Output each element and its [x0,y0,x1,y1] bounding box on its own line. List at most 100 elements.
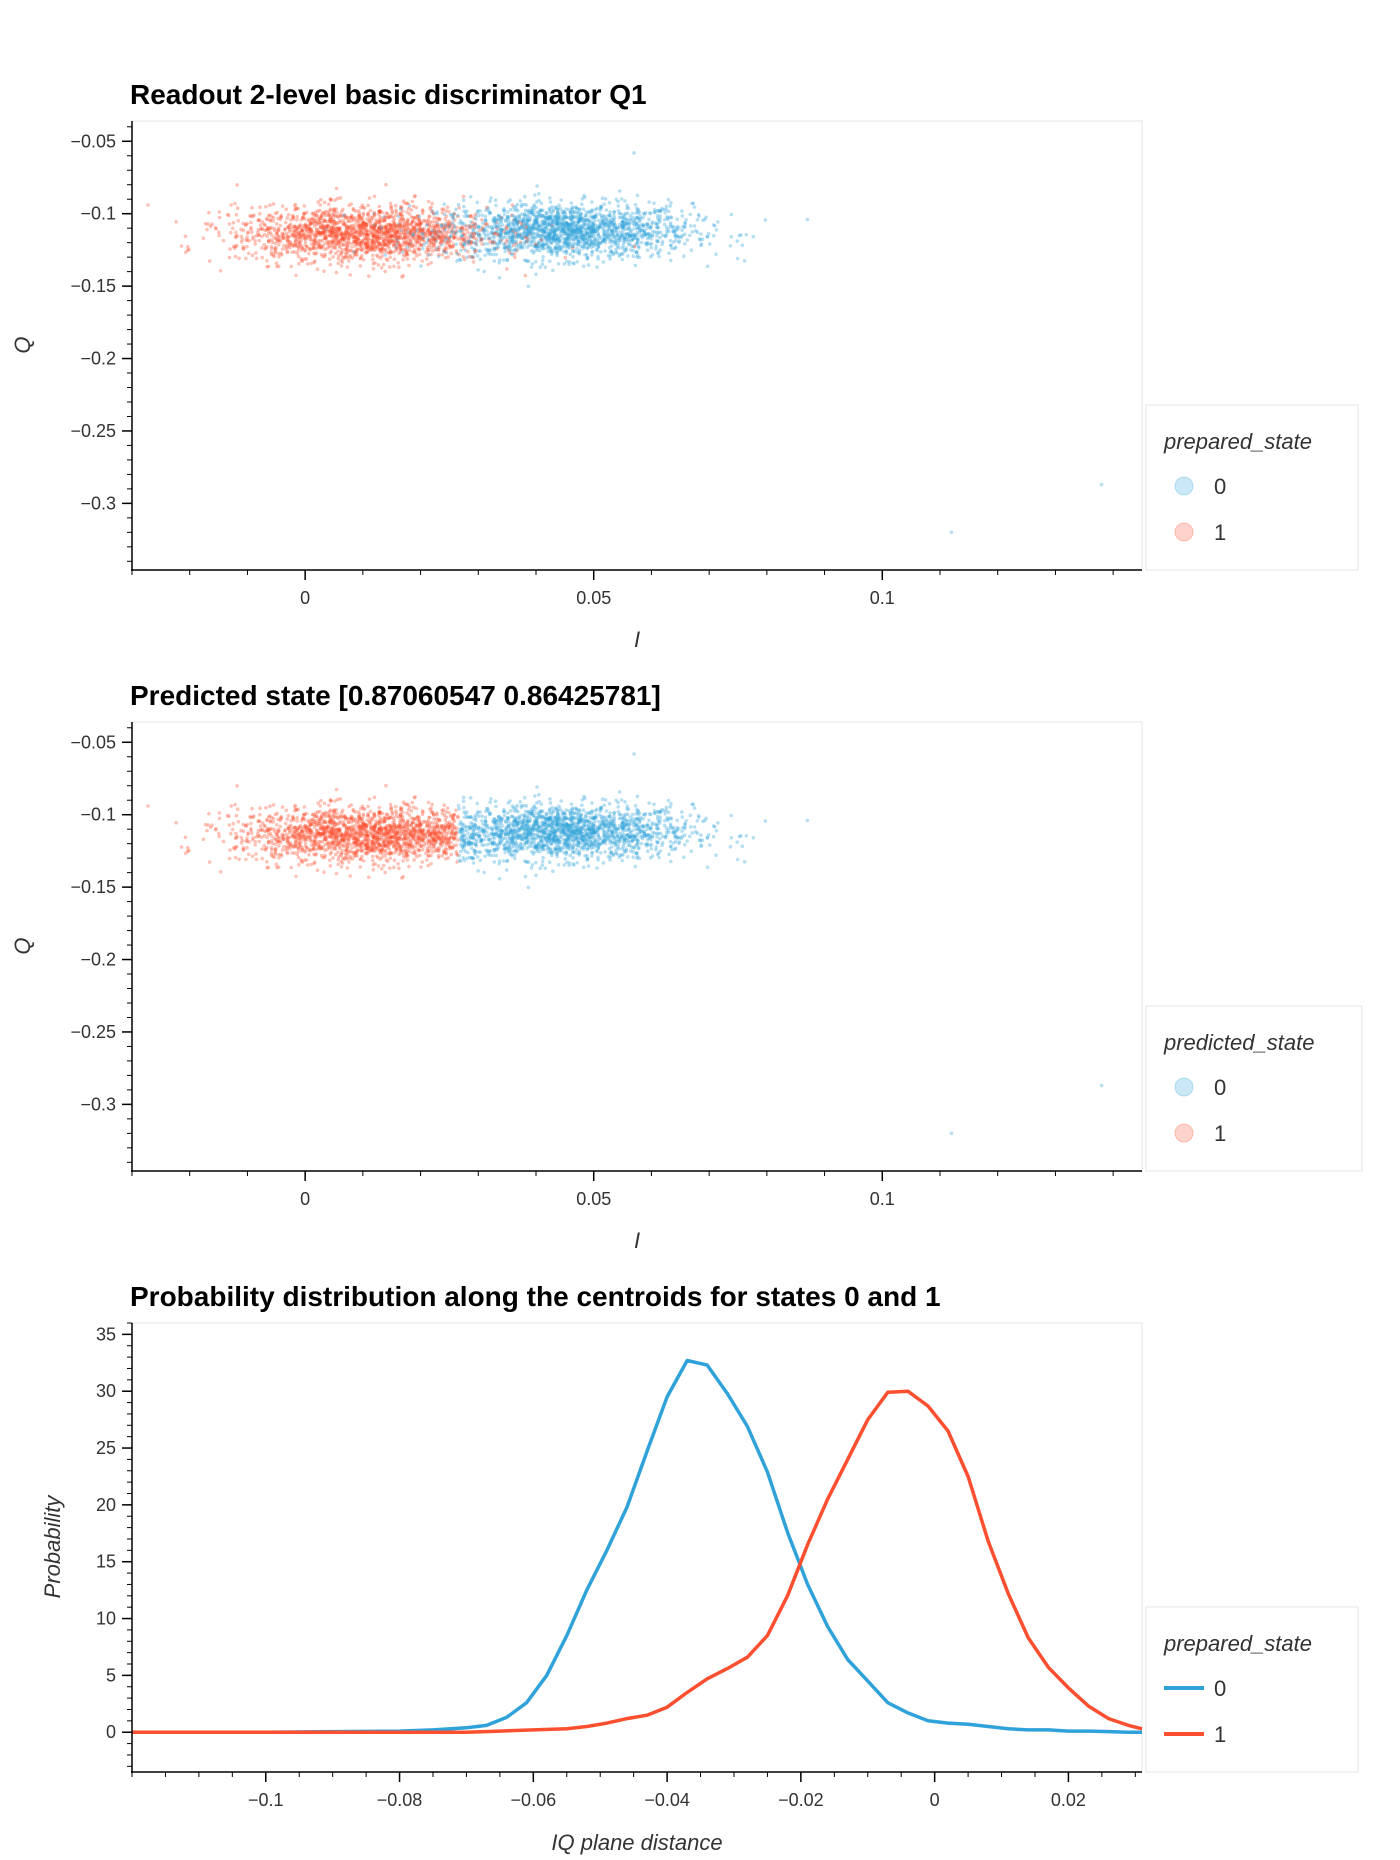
scatter-point [524,258,528,263]
scatter-point [426,262,431,267]
y-axis-label: Q [10,336,35,353]
legend-label-1: 1 [1214,520,1226,545]
scatter-point [388,265,392,269]
scatter-point [626,231,630,236]
scatter-point [280,247,285,251]
scatter-point [548,215,552,219]
scatter-point [695,218,700,222]
scatter-point [577,248,582,252]
legend: prepared_state 0 1 [1145,404,1359,571]
scatter-point [286,212,291,217]
scatter-point [333,799,337,803]
scatter-point [534,210,539,215]
scatter-point [487,210,492,214]
scatter-point [405,257,410,261]
scatter-point [497,241,502,246]
scatter-point [315,240,319,245]
scatter-point [624,248,629,252]
scatter-point [327,212,331,216]
scatter-point [347,860,351,864]
scatter-point [494,842,499,846]
scatter-point [744,834,749,838]
plot-area[interactable] [131,120,1143,571]
scatter-point [474,243,479,247]
scatter-point [320,238,325,243]
scatter-point [530,262,535,266]
scatter-point [524,219,529,224]
scatter-point [704,215,708,220]
scatter-point [578,226,583,230]
scatter-point [277,238,281,243]
scatter-point [458,221,462,225]
scatter-point [711,834,716,839]
scatter-point [587,209,592,214]
scatter-point [347,248,352,253]
scatter-point [278,223,283,228]
scatter-point [541,254,545,259]
scatter-point [340,237,345,241]
scatter-point [417,221,422,226]
scatter-point [336,862,341,867]
scatter-point [383,243,388,247]
scatter-point [545,241,549,245]
scatter-point [577,219,581,223]
scatter-point [515,220,520,224]
scatter-point [295,251,300,256]
scatter-point [518,227,522,231]
scatter-point [474,230,479,235]
scatter-point [363,241,368,246]
scatter-point [655,222,660,226]
scatter-point [668,204,672,208]
scatter-point [448,245,453,250]
scatter-point [417,227,422,231]
scatter-point [547,215,552,219]
scatter-point [632,151,636,155]
scatter-point [554,246,558,250]
scatter-point [561,222,566,227]
scatter-point [428,231,433,235]
scatter-point [398,219,402,223]
scatter-point [308,847,312,852]
scatter-point [201,236,206,240]
scatter-point [435,223,440,227]
scatter-point [398,232,403,237]
scatter-point [338,229,343,234]
scatter-point [635,238,640,242]
scatter-point [376,239,381,244]
scatter-point [403,228,407,232]
scatter-point [579,244,583,249]
plot-area[interactable] [131,721,1143,1172]
scatter-point [500,216,505,220]
scatter-point [260,827,264,832]
scatter-point [525,245,529,250]
scatter-point [610,228,615,233]
scatter-point [410,199,415,204]
scatter-point [308,221,313,226]
scatter-point [502,209,506,213]
scatter-point [601,239,605,243]
scatter-point [233,246,237,250]
scatter-point [596,254,600,259]
scatter-point [454,850,459,854]
scatter-point [411,225,416,230]
scatter-point [551,249,555,253]
scatter-point [648,226,653,230]
scatter-point [285,235,289,240]
scatter-point [692,806,697,810]
scatter-point [405,223,410,228]
scatter-point [384,234,389,238]
scatter-point [505,258,510,263]
scatter-point [342,236,346,241]
scatter-point [534,214,538,219]
scatter-point [456,214,460,219]
scatter-point [461,198,466,202]
scatter-point [664,229,669,233]
scatter-point [607,223,611,228]
scatter-point [572,215,576,219]
scatter-point [636,216,640,221]
scatter-point [435,232,440,237]
scatter-point [329,198,333,202]
scatter-point [350,256,355,260]
scatter-point [569,201,574,205]
scatter-point [570,244,575,248]
